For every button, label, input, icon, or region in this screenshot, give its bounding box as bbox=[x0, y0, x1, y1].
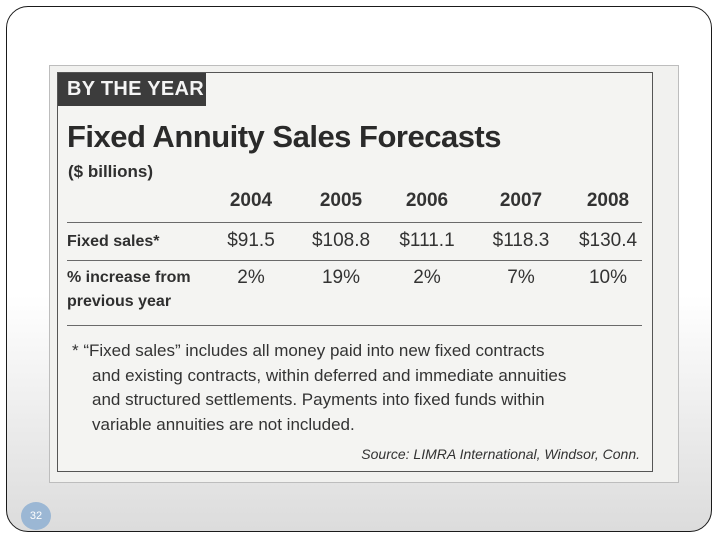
fixed-sales-2005: $108.8 bbox=[311, 230, 371, 251]
year-header-2004: 2004 bbox=[229, 190, 273, 211]
row-label-fixed-sales: Fixed sales* bbox=[67, 230, 160, 254]
year-header-2007: 2007 bbox=[499, 190, 543, 211]
year-header-2005: 2005 bbox=[319, 190, 363, 211]
clipping-inner-border: BY THE YEAR Fixed Annuity Sales Forecast… bbox=[57, 72, 653, 472]
by-the-year-banner: BY THE YEAR bbox=[58, 73, 206, 106]
year-header-2008: 2008 bbox=[586, 190, 630, 211]
newspaper-clipping-image: BY THE YEAR Fixed Annuity Sales Forecast… bbox=[49, 65, 679, 483]
row-rule bbox=[67, 260, 642, 261]
fixed-sales-2008: $130.4 bbox=[578, 230, 638, 251]
year-header-2006: 2006 bbox=[405, 190, 449, 211]
slide-number-badge: 32 bbox=[21, 502, 51, 530]
pct-increase-2004: 2% bbox=[237, 267, 265, 288]
footnote-line: * “Fixed sales” includes all money paid … bbox=[72, 341, 545, 360]
pct-increase-2005: 19% bbox=[321, 267, 361, 288]
slide-frame: BY THE YEAR Fixed Annuity Sales Forecast… bbox=[6, 6, 712, 532]
clipping-title: Fixed Annuity Sales Forecasts bbox=[67, 119, 502, 154]
pct-increase-2008: 10% bbox=[588, 267, 628, 288]
row-label-line: previous year bbox=[67, 293, 172, 310]
footnote-line: and structured settlements. Payments int… bbox=[92, 390, 545, 409]
fixed-sales-2004: $91.5 bbox=[227, 230, 275, 251]
row-label-line: % increase from bbox=[67, 269, 191, 286]
pct-increase-2006: 2% bbox=[413, 267, 441, 288]
pct-increase-2007: 7% bbox=[507, 267, 535, 288]
footnote: * “Fixed sales” includes all money paid … bbox=[72, 339, 642, 437]
fixed-sales-2006: $111.1 bbox=[399, 230, 455, 251]
footnote-rule bbox=[67, 325, 642, 326]
units-label: ($ billions) bbox=[68, 162, 153, 181]
source-credit: Source: LIMRA International, Windsor, Co… bbox=[361, 446, 640, 462]
row-label-line: Fixed sales* bbox=[67, 233, 160, 250]
row-label-percent-increase: % increase from previous year bbox=[67, 266, 191, 314]
header-rule bbox=[67, 222, 642, 223]
fixed-sales-2007: $118.3 bbox=[492, 230, 550, 251]
footnote-line: variable annuities are not included. bbox=[92, 414, 355, 434]
footnote-line: and existing contracts, within deferred … bbox=[92, 365, 567, 385]
